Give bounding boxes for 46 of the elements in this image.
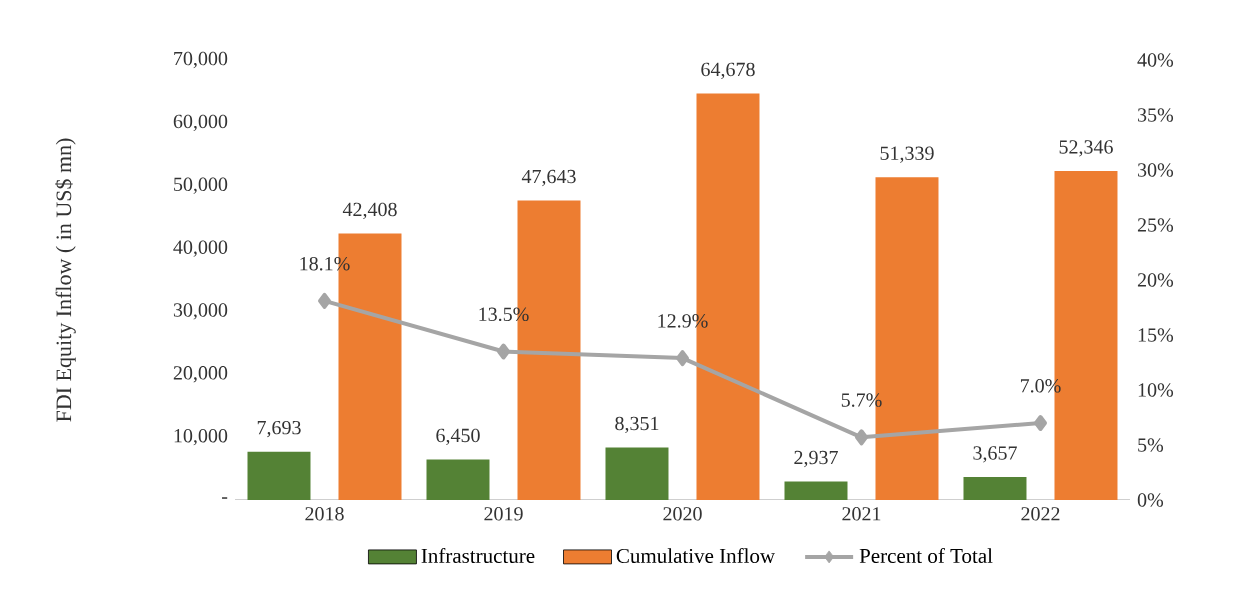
data-label: 7,693 (257, 420, 301, 438)
y2-tick-label: 5% (1138, 438, 1164, 452)
data-label: 8,351 (615, 416, 659, 434)
data-label: 64,678 (701, 62, 755, 80)
bar (784, 481, 848, 500)
legend-label: Infrastructure (421, 548, 535, 564)
y-tick-label: 20,000 (173, 366, 228, 383)
data-label: 6,450 (436, 428, 480, 446)
data-label: 3,657 (973, 446, 1017, 463)
x-tick-label: 2021 (842, 507, 881, 521)
y-tick-label: 50,000 (174, 177, 228, 194)
data-label: 52,346 (1059, 140, 1113, 157)
bar (247, 451, 311, 500)
y2-tick-label: 30% (1138, 163, 1174, 177)
bar (605, 447, 669, 500)
y-tick-label: 40,000 (173, 240, 228, 257)
legend-label: Cumulative Inflow (616, 548, 776, 564)
bar (963, 477, 1027, 500)
point (497, 343, 510, 360)
y-axis-title: FDI Equity Inflow ( in US$ mn) (55, 138, 76, 422)
x-tick-label: 2018 (305, 507, 344, 521)
y2-tick-label: 15% (1138, 328, 1174, 342)
point (318, 292, 331, 309)
y-tick-label: 70,000 (174, 51, 228, 69)
legend-label: Percent of Total (859, 548, 993, 564)
y2-tick-label: 0% (1137, 493, 1164, 507)
y2-tick-label: 10% (1138, 383, 1174, 397)
x-tick-label: 2020 (663, 507, 702, 521)
point (676, 350, 689, 367)
point (855, 429, 868, 446)
x-tick-label: 2022 (1021, 507, 1060, 521)
y-tick-label: 60,000 (173, 114, 228, 132)
data-label: 51,339 (880, 146, 934, 163)
y-tick-label: - (222, 497, 228, 499)
data-label: 47,643 (521, 169, 576, 187)
y-tick-label: 10,000 (174, 428, 228, 446)
y2-tick-label: 20% (1137, 273, 1174, 287)
data-label: 2,937 (794, 450, 838, 468)
x-tick-label: 2019 (484, 507, 523, 521)
data-label: 42,408 (342, 202, 397, 220)
bar (426, 459, 490, 500)
y2-tick-label: 25% (1137, 218, 1174, 232)
y2-tick-label: 35% (1138, 108, 1174, 122)
point (1033, 415, 1047, 431)
y-tick-label: 30,000 (173, 303, 228, 320)
y2-tick-label: 40% (1137, 53, 1174, 67)
